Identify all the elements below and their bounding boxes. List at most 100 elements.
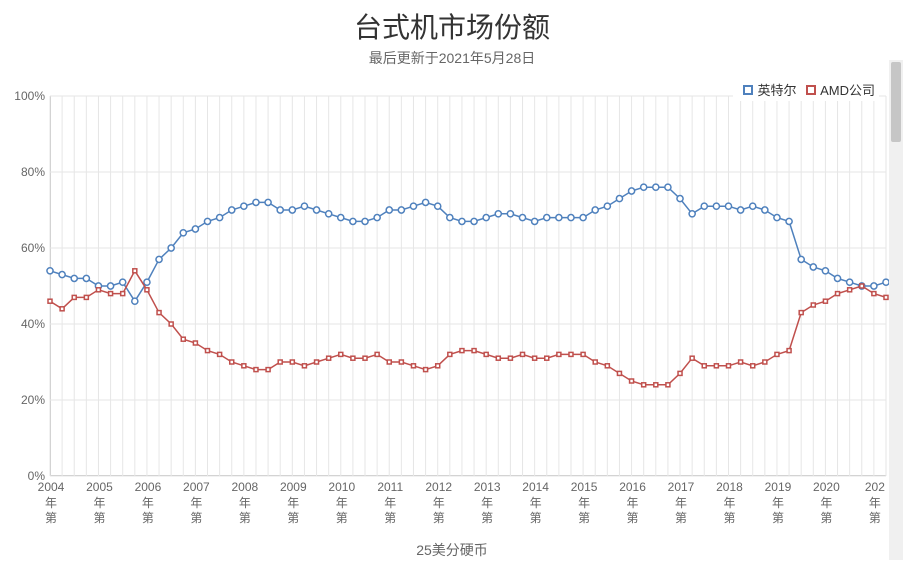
data-point[interactable] <box>798 256 804 262</box>
scrollbar-thumb[interactable] <box>891 62 901 142</box>
data-point[interactable] <box>532 218 538 224</box>
data-point[interactable] <box>787 349 791 353</box>
data-point[interactable] <box>628 188 634 194</box>
data-point[interactable] <box>108 283 114 289</box>
data-point[interactable] <box>72 295 76 299</box>
data-point[interactable] <box>810 264 816 270</box>
data-point[interactable] <box>423 199 429 205</box>
data-point[interactable] <box>181 337 185 341</box>
data-point[interactable] <box>871 283 877 289</box>
data-point[interactable] <box>460 349 464 353</box>
data-point[interactable] <box>374 215 380 221</box>
data-point[interactable] <box>848 288 852 292</box>
data-point[interactable] <box>206 349 210 353</box>
data-point[interactable] <box>786 218 792 224</box>
data-point[interactable] <box>834 275 840 281</box>
legend-item-amd[interactable]: AMD公司 <box>806 80 875 99</box>
data-point[interactable] <box>616 196 622 202</box>
data-point[interactable] <box>823 299 827 303</box>
data-point[interactable] <box>872 292 876 296</box>
data-point[interactable] <box>435 203 441 209</box>
data-point[interactable] <box>569 352 573 356</box>
data-point[interactable] <box>411 364 415 368</box>
data-point[interactable] <box>229 207 235 213</box>
data-point[interactable] <box>508 356 512 360</box>
data-point[interactable] <box>144 279 150 285</box>
data-point[interactable] <box>60 307 64 311</box>
data-point[interactable] <box>242 364 246 368</box>
data-point[interactable] <box>617 371 621 375</box>
data-point[interactable] <box>363 356 367 360</box>
data-point[interactable] <box>315 360 319 364</box>
data-point[interactable] <box>326 211 332 217</box>
data-point[interactable] <box>230 360 234 364</box>
data-point[interactable] <box>436 364 440 368</box>
data-point[interactable] <box>519 215 525 221</box>
data-point[interactable] <box>338 215 344 221</box>
data-point[interactable] <box>71 275 77 281</box>
data-point[interactable] <box>96 288 100 292</box>
data-point[interactable] <box>556 215 562 221</box>
data-point[interactable] <box>678 371 682 375</box>
data-point[interactable] <box>763 360 767 364</box>
data-point[interactable] <box>169 322 173 326</box>
data-point[interactable] <box>593 360 597 364</box>
data-point[interactable] <box>375 352 379 356</box>
data-point[interactable] <box>533 356 537 360</box>
data-point[interactable] <box>289 207 295 213</box>
data-point[interactable] <box>241 203 247 209</box>
data-point[interactable] <box>204 218 210 224</box>
data-point[interactable] <box>581 352 585 356</box>
data-point[interactable] <box>399 360 403 364</box>
data-point[interactable] <box>192 226 198 232</box>
data-point[interactable] <box>145 288 149 292</box>
data-point[interactable] <box>544 215 550 221</box>
data-point[interactable] <box>362 218 368 224</box>
data-point[interactable] <box>860 284 864 288</box>
data-point[interactable] <box>398 207 404 213</box>
data-point[interactable] <box>666 383 670 387</box>
data-point[interactable] <box>472 349 476 353</box>
data-point[interactable] <box>495 211 501 217</box>
data-point[interactable] <box>168 245 174 251</box>
data-point[interactable] <box>180 230 186 236</box>
data-point[interactable] <box>702 364 706 368</box>
data-point[interactable] <box>121 292 125 296</box>
data-point[interactable] <box>278 360 282 364</box>
data-point[interactable] <box>387 360 391 364</box>
data-point[interactable] <box>762 207 768 213</box>
data-point[interactable] <box>496 356 500 360</box>
data-point[interactable] <box>217 215 223 221</box>
data-point[interactable] <box>521 352 525 356</box>
data-point[interactable] <box>713 203 719 209</box>
data-point[interactable] <box>653 184 659 190</box>
data-point[interactable] <box>327 356 331 360</box>
data-point[interactable] <box>677 196 683 202</box>
data-point[interactable] <box>266 368 270 372</box>
data-point[interactable] <box>738 207 744 213</box>
data-point[interactable] <box>301 203 307 209</box>
data-point[interactable] <box>811 303 815 307</box>
data-point[interactable] <box>557 352 561 356</box>
data-point[interactable] <box>410 203 416 209</box>
data-point[interactable] <box>351 356 355 360</box>
data-point[interactable] <box>313 207 319 213</box>
data-point[interactable] <box>484 352 488 356</box>
data-point[interactable] <box>120 279 126 285</box>
data-point[interactable] <box>884 295 888 299</box>
data-point[interactable] <box>47 268 53 274</box>
data-point[interactable] <box>48 299 52 303</box>
data-point[interactable] <box>483 215 489 221</box>
data-point[interactable] <box>471 218 477 224</box>
data-point[interactable] <box>218 352 222 356</box>
data-point[interactable] <box>568 215 574 221</box>
data-point[interactable] <box>642 383 646 387</box>
data-point[interactable] <box>726 364 730 368</box>
data-point[interactable] <box>775 352 779 356</box>
data-point[interactable] <box>83 275 89 281</box>
data-point[interactable] <box>751 364 755 368</box>
data-point[interactable] <box>339 352 343 356</box>
data-point[interactable] <box>254 368 258 372</box>
data-point[interactable] <box>604 203 610 209</box>
data-point[interactable] <box>277 207 283 213</box>
